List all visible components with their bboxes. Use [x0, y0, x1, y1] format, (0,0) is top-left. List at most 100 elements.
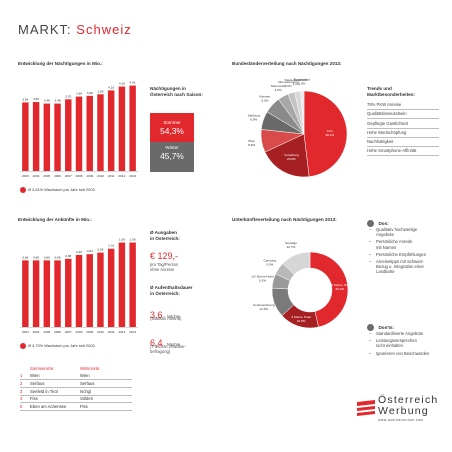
slice-name-label: Salzburg — [248, 114, 260, 118]
slice-name-label: Wien — [248, 139, 255, 143]
bar-value-label: 3,84 — [76, 92, 82, 96]
bar — [118, 86, 126, 171]
logo-url: www.austriatourism.com — [378, 418, 424, 422]
slice-value-label: 16,8% — [297, 319, 306, 323]
slice-value-label: 6,2% — [259, 279, 266, 283]
x-tick-label: 2005 — [43, 174, 50, 178]
slice-name-label: Camping — [264, 258, 277, 262]
bar-value-label: 1,01 — [108, 244, 114, 248]
bar-value-label: 3,70 — [65, 94, 71, 98]
list-item: Hohe Wertschöpfung — [367, 129, 439, 138]
dos-list: – Qualitativ hochwertige Angebote – Persönl… — [369, 227, 426, 275]
list-item: – Persönliche Empfehlungen — [369, 251, 427, 257]
slice-name-label: Kärnten — [259, 95, 270, 99]
list-item: Gepflegte Gastlichkeit — [367, 119, 439, 129]
slice-name-label: 4/5 Sterne Hotel — [329, 283, 352, 287]
bar-value-label: 4,36 — [119, 82, 125, 86]
bar-value-label: 0,93 — [76, 250, 82, 254]
list-item: – Leistungsversprechen nicht einhalten — [369, 338, 417, 349]
spend-heading: Ø Ausgaben in Österreich: — [150, 230, 180, 241]
bar-value-label: 3,88 — [87, 91, 93, 95]
stay-tmona: 6,4 Nächte — [150, 338, 181, 348]
x-tick-label: 2007 — [65, 174, 72, 178]
table-header: Sommerorte: Winterorte: — [20, 366, 132, 372]
slice-value-label: 46,4% — [335, 287, 344, 291]
bar — [22, 102, 29, 171]
x-tick-label: 2006 — [54, 174, 61, 178]
bar-value-label: 0,86 — [44, 255, 50, 259]
bar-value-label: 0,86 — [33, 255, 39, 259]
list-item: – Persönliche Anrede mit Namen — [369, 239, 413, 250]
x-tick-label: 2004 — [33, 174, 40, 178]
slice-name-label: Oberösterreich — [278, 80, 299, 84]
bar — [65, 258, 72, 327]
slice-name-label: Ferienwohnung — [253, 303, 275, 307]
bar — [86, 95, 93, 171]
slice-name-label: 3 Sterne Hotel — [291, 315, 311, 319]
stay-statistik: 3,6 Nächte — [150, 310, 181, 320]
slice-value-label: 12,7% — [287, 245, 296, 249]
x-tick-label: 2011 — [108, 330, 115, 334]
bar-value-label: 4,16 — [108, 85, 114, 89]
x-tick-label: 2009 — [86, 330, 93, 334]
x-tick-label: 2011 — [108, 174, 115, 178]
summer-header: Sommerorte: — [30, 366, 55, 371]
list-item: Qualitätsbewusstsein — [367, 110, 439, 120]
x-tick-label: 2007 — [65, 330, 72, 334]
dos-heading: Dos: — [367, 215, 389, 233]
list-item: Hohe Smartphone-Affinität — [367, 147, 439, 157]
bar — [54, 260, 61, 327]
bar-value-label: 0,96 — [97, 248, 103, 252]
winter-header: Winterorte: — [80, 366, 101, 371]
x-tick-label: 2013 — [129, 174, 136, 178]
slice-name-label: Steiermark — [271, 84, 286, 88]
x-tick-label: 2003 — [22, 174, 29, 178]
winter-box: Winter 45,7% — [150, 142, 194, 172]
bar — [22, 260, 29, 327]
bar — [54, 103, 61, 171]
slice-value-label: 6,9% — [250, 118, 257, 122]
spend-value: € 129,- — [150, 251, 179, 261]
table-row: 4 Fiss Sölden — [20, 396, 132, 404]
bar-value-label: 3,54 — [22, 97, 28, 101]
x-tick-label: 2012 — [118, 330, 125, 334]
arrivals-bar-chart: 0,86 2003 0,86 2004 0,86 2005 0,86 2006 0,88 2007… — [20, 238, 138, 334]
bar-value-label: 0,94 — [87, 249, 93, 253]
x-tick-label: 2006 — [54, 330, 61, 334]
bar-value-label: 3,56 — [33, 97, 39, 101]
donts-heading: Don'ts: — [367, 319, 394, 337]
austria-flag-logo-icon — [357, 400, 375, 416]
bar — [43, 103, 51, 171]
trends-list: 78% PKW Anreise Qualitätsbewusstsein Gep… — [367, 101, 439, 157]
spend-note: pro Tag/Person ohne Anreise — [150, 262, 179, 272]
bar — [118, 242, 126, 327]
slice-value-label: 8,6% — [248, 143, 255, 147]
slice-value-label: 5,3% — [266, 262, 273, 266]
list-item: Nachhaltigkeit — [367, 138, 439, 147]
slice-value-label: 6,3% — [261, 99, 268, 103]
slice-name-label: Tirol — [327, 129, 333, 133]
thumbs-down-icon — [367, 324, 374, 332]
x-tick-label: 2010 — [97, 174, 104, 178]
state-pie-title: Bundesländerverteilung nach Nächtigungen… — [232, 61, 342, 66]
bar — [97, 252, 104, 327]
winter-label: Winter — [165, 145, 179, 150]
x-tick-label: 2013 — [129, 330, 136, 334]
bar-value-label: 4,41 — [130, 81, 136, 85]
slice-value-label: 20,0% — [287, 157, 296, 161]
table-row: 3 Seefeld in Tirol Ischgl — [20, 388, 132, 396]
bar — [43, 260, 51, 327]
logo-wordmark-1: Österreich — [378, 394, 439, 406]
x-tick-label: 2003 — [22, 330, 29, 334]
slice-name-label: 1/2 Sterne Hotel — [251, 275, 274, 279]
x-tick-label: 2010 — [97, 330, 104, 334]
list-item: – Standardisierte Angebote — [369, 331, 424, 336]
pie-slice — [303, 90, 348, 177]
bar-value-label: 1,09 — [119, 238, 125, 242]
table-row: 1 Wien Wien — [20, 372, 132, 380]
summer-value: 54,3% — [160, 126, 184, 136]
bar — [32, 260, 40, 327]
bar — [129, 242, 136, 327]
stay-heading: Ø Aufenthaltsdauer in Österreich: — [150, 285, 193, 296]
